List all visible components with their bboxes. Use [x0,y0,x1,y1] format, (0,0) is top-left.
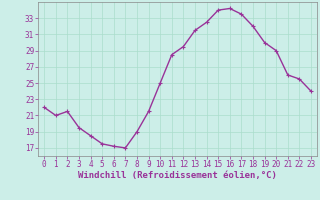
X-axis label: Windchill (Refroidissement éolien,°C): Windchill (Refroidissement éolien,°C) [78,171,277,180]
